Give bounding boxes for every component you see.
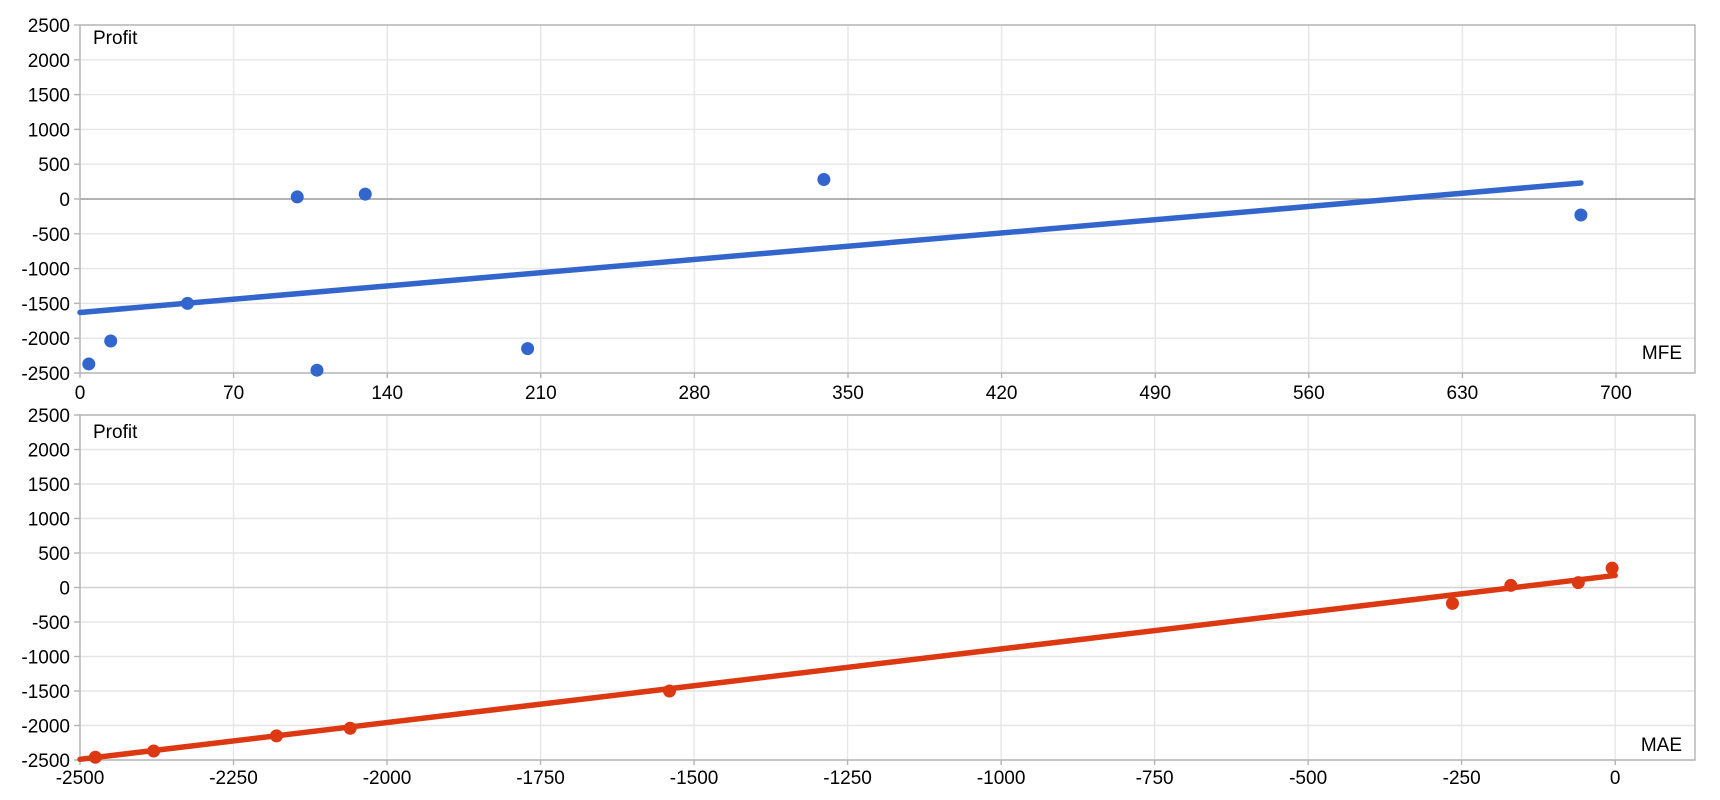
profit-vs-mae-ytick-label: 2000 (28, 441, 70, 462)
profit-vs-mae-ytick-label: -500 (32, 613, 70, 634)
profit-vs-mfe-ytick-label: -2000 (21, 329, 70, 350)
profit-vs-mfe-trend-line (77, 180, 1584, 316)
profit-vs-mfe-xtick-label: 630 (1447, 383, 1479, 404)
profit-vs-mfe-data-point (1574, 208, 1588, 222)
profit-vs-mfe-ytick-label: -2500 (21, 364, 70, 385)
profit-vs-mae-xtick-label: -1250 (823, 768, 872, 789)
profit-vs-mfe-ytick-label: -1000 (21, 260, 70, 281)
profit-vs-mae-xtick-label: -250 (1443, 768, 1481, 789)
profit-vs-mae-ytick-label: 500 (38, 544, 70, 565)
profit-vs-mae-data-point (270, 729, 284, 743)
profit-vs-mfe-ytick-label: -500 (32, 225, 70, 246)
profit-vs-mfe-ytick-label: 1500 (28, 86, 70, 107)
profit-vs-mfe-data-point (521, 342, 535, 356)
profit-vs-mfe-data-point (290, 190, 304, 204)
profit-vs-mae-xtick-label: -1000 (977, 768, 1026, 789)
profit-vs-mae-data-point (1445, 596, 1459, 610)
profit-vs-mfe-xtick-label: 210 (525, 383, 557, 404)
profit-vs-mfe-xtick-label: 70 (223, 383, 244, 404)
profit-vs-mae-xtick-label: -500 (1289, 768, 1327, 789)
profit-vs-mfe-data-point (310, 363, 324, 377)
profit-vs-mfe-ytick-label: 2500 (28, 16, 70, 37)
profit-vs-mfe-xtick-label: 490 (1139, 383, 1171, 404)
profit-vs-mae-ytick-label: -2500 (21, 751, 70, 772)
profit-vs-mae-data-point (663, 684, 677, 698)
profit-vs-mae-ytick-label: -1000 (21, 648, 70, 669)
profit-vs-mfe-data-point (82, 357, 96, 371)
mfe-chart-yaxis-title: Profit (93, 28, 138, 49)
profit-vs-mae-data-point (147, 744, 161, 758)
profit-vs-mfe-xtick-label: 350 (832, 383, 864, 404)
profit-vs-mfe-data-point (358, 187, 372, 201)
profit-vs-mfe-xtick-label: 420 (986, 383, 1018, 404)
profit-vs-mfe-ytick-label: -1500 (21, 294, 70, 315)
profit-vs-mae-xtick-label: -2000 (363, 768, 412, 789)
mae-chart-yaxis-title: Profit (93, 422, 138, 443)
profit-vs-mae-ytick-label: -2000 (21, 717, 70, 738)
profit-vs-mfe-ytick-label: 2000 (28, 51, 70, 72)
profit-vs-mfe-xtick-label: 280 (679, 383, 711, 404)
mae-chart-xaxis-title: MAE (1640, 735, 1682, 756)
profit-vs-mae-ytick-label: 0 (59, 579, 70, 600)
profit-vs-mae-xtick-label: -2500 (56, 768, 105, 789)
profit-vs-mfe-xtick-label: 700 (1600, 383, 1632, 404)
profit-vs-mfe-data-point (817, 173, 831, 187)
profit-vs-mae-xtick-label: -2250 (209, 768, 258, 789)
profit-vs-mae-ytick-label: 1000 (28, 510, 70, 531)
profit-vs-mae-ytick-label: 1500 (28, 475, 70, 496)
profit-vs-mae-ytick-label: -1500 (21, 682, 70, 703)
profit-vs-mae-xtick-label: -750 (1136, 768, 1174, 789)
profit-vs-mfe-data-point (181, 296, 195, 310)
profit-vs-mae-xtick-label: -1750 (516, 768, 565, 789)
profit-vs-mfe-ytick-label: 0 (59, 190, 70, 211)
profit-vs-mae-trend-line (77, 572, 1618, 763)
profit-vs-mfe-ytick-label: 1000 (28, 120, 70, 141)
profit-vs-mfe-xtick-label: 140 (371, 383, 403, 404)
profit-vs-mfe-xtick-label: 560 (1293, 383, 1325, 404)
profit-vs-mfe-xtick-label: 0 (75, 383, 86, 404)
profit-vs-mae-xtick-label: -1500 (670, 768, 719, 789)
mfe-chart-xaxis-title: MFE (1641, 343, 1682, 364)
profit-vs-mfe-ytick-label: 500 (38, 155, 70, 176)
profit-vs-mae-data-point (1605, 561, 1619, 575)
profit-vs-mae-data-point (1571, 576, 1585, 590)
profit-vs-mae-data-point (343, 721, 357, 735)
profit-vs-mae-ytick-label: 2500 (28, 406, 70, 427)
profit-vs-mae-data-point (1504, 578, 1518, 592)
profit-vs-mae-data-point (88, 750, 102, 764)
profit-vs-mae-xtick-label: 0 (1610, 768, 1621, 789)
profit-vs-mfe-data-point (104, 334, 118, 348)
